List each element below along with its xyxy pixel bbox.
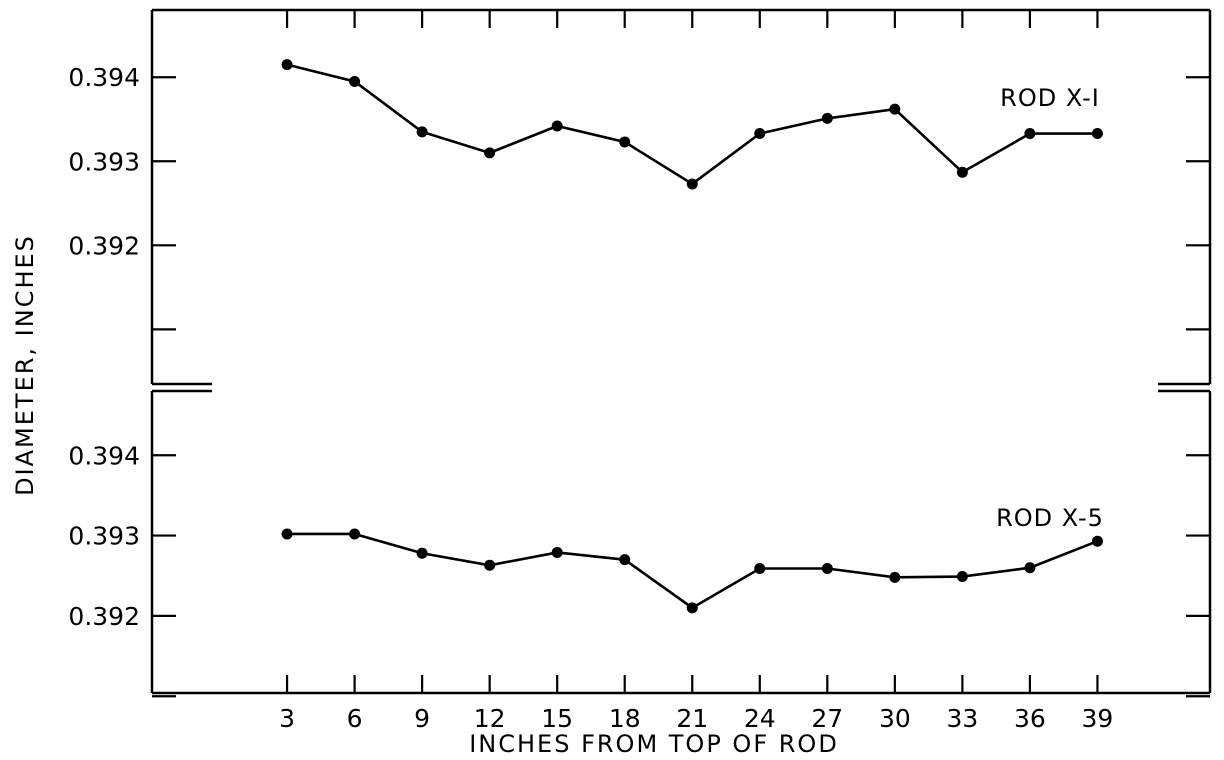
data-point	[281, 528, 293, 540]
top-panel: 0.394 0.393 0.392 ROD X-I	[68, 59, 1210, 331]
y-tick-label: 0.393	[68, 147, 140, 176]
y-tick-label: 0.394	[68, 63, 140, 92]
x-tick-label: 33	[946, 704, 978, 733]
data-point	[484, 559, 496, 571]
series-line	[287, 532, 1098, 610]
data-point	[619, 554, 631, 566]
data-point	[551, 120, 563, 132]
data-point	[889, 103, 901, 115]
data-point	[821, 112, 833, 124]
data-point	[956, 571, 968, 583]
x-axis-title: INCHES FROM TOP OF ROD	[469, 730, 839, 758]
data-point	[1024, 562, 1036, 574]
x-tick-label: 18	[609, 704, 641, 733]
data-point	[1091, 535, 1103, 547]
data-point	[416, 547, 428, 559]
x-tick-label: 6	[347, 704, 363, 733]
data-point	[889, 571, 901, 583]
series-line	[286, 63, 1098, 186]
data-point	[349, 528, 361, 540]
x-tick-label: 15	[541, 704, 573, 733]
x-tick-label: 12	[474, 704, 506, 733]
x-tick-label: 36	[1014, 704, 1046, 733]
data-point	[754, 563, 766, 575]
chart-frame	[150, 8, 1212, 695]
x-tick-label: 21	[676, 704, 708, 733]
y-tick-label: 0.393	[68, 522, 140, 551]
data-point	[1024, 128, 1036, 140]
chart-panels: 0.394 0.393 0.392 ROD X-I 0.394 0.393 0.392 ROD…	[68, 59, 1210, 698]
data-point	[349, 75, 361, 87]
data-point	[416, 126, 428, 138]
x-tick-label: 9	[414, 704, 430, 733]
data-point	[484, 147, 496, 159]
y-tick-label: 0.394	[68, 441, 140, 470]
y-tick-label: 0.392	[68, 602, 140, 631]
data-point	[281, 59, 293, 71]
data-point	[754, 128, 766, 140]
y-tick-label: 0.392	[68, 231, 140, 260]
data-point	[956, 166, 968, 178]
x-axis: 3 6 9 12 15 18 21 24 27 30 33 36 39	[279, 10, 1113, 733]
data-point	[1091, 128, 1103, 140]
data-point	[619, 136, 631, 148]
x-tick-label: 3	[279, 704, 295, 733]
series-label: ROD X-I	[1000, 84, 1100, 112]
x-tick-label: 24	[744, 704, 776, 733]
x-tick-label: 39	[1082, 704, 1114, 733]
bottom-panel: 0.394 0.393 0.392 ROD X-5	[68, 441, 1210, 698]
x-tick-label: 30	[879, 704, 911, 733]
series-label: ROD X-5	[996, 504, 1104, 532]
data-point	[821, 563, 833, 575]
data-point	[686, 178, 698, 190]
data-point	[551, 546, 563, 558]
x-tick-label: 27	[811, 704, 843, 733]
y-axis-title: DIAMETER, INCHES	[11, 234, 39, 496]
data-point	[686, 602, 698, 614]
